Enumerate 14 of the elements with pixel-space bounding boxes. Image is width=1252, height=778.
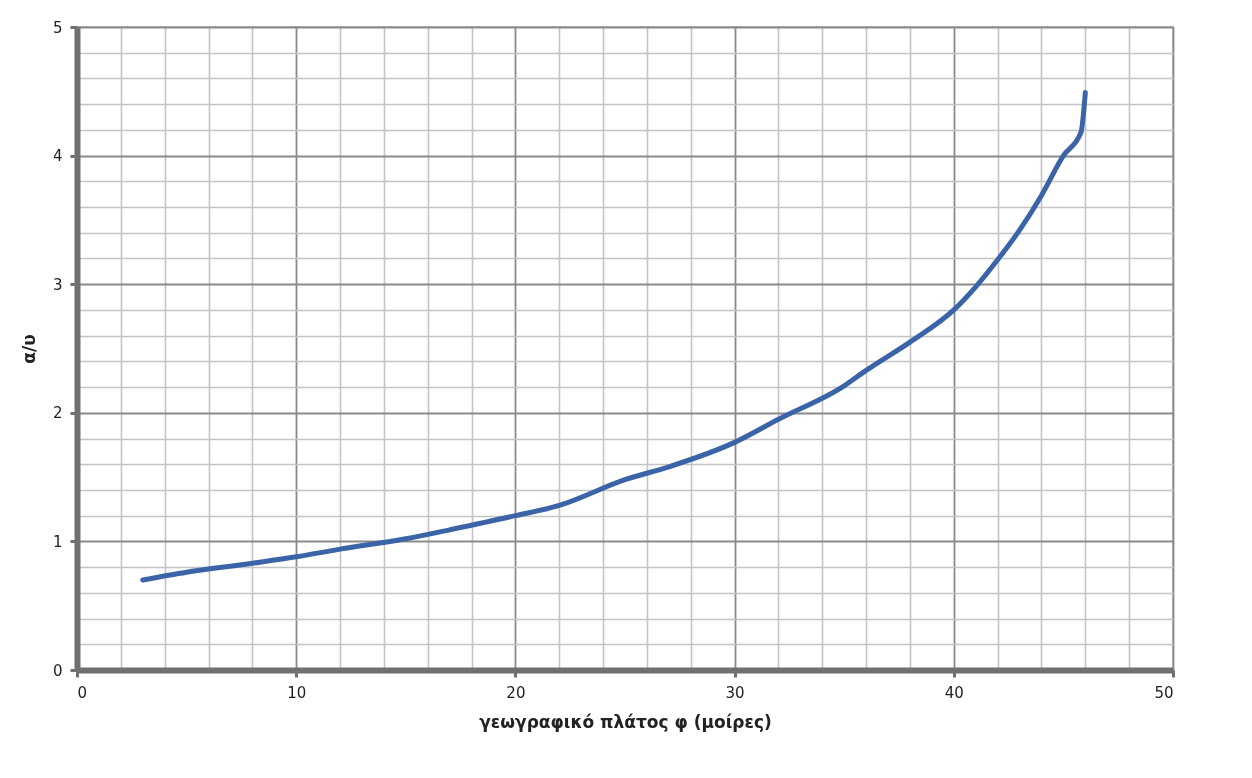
y-axis-title: α/υ — [18, 334, 39, 364]
x-tick-label: 50 — [1154, 683, 1174, 702]
x-tick-label: 10 — [287, 683, 307, 702]
x-axis-title: γεωγραφικό πλάτος φ (μοίρες) — [479, 711, 772, 732]
y-tick-label: 2 — [52, 404, 63, 423]
x-tick-label: 30 — [725, 683, 745, 702]
y-tick-label: 4 — [52, 147, 63, 166]
x-tick-label: 20 — [506, 683, 526, 702]
x-tick-label: 40 — [944, 683, 964, 702]
y-tick-label: 0 — [52, 661, 63, 680]
y-tick-label: 3 — [52, 275, 63, 294]
x-tick-label: 0 — [77, 683, 88, 702]
y-tick-label: 5 — [52, 18, 63, 37]
y-tick-label: 1 — [52, 532, 63, 551]
